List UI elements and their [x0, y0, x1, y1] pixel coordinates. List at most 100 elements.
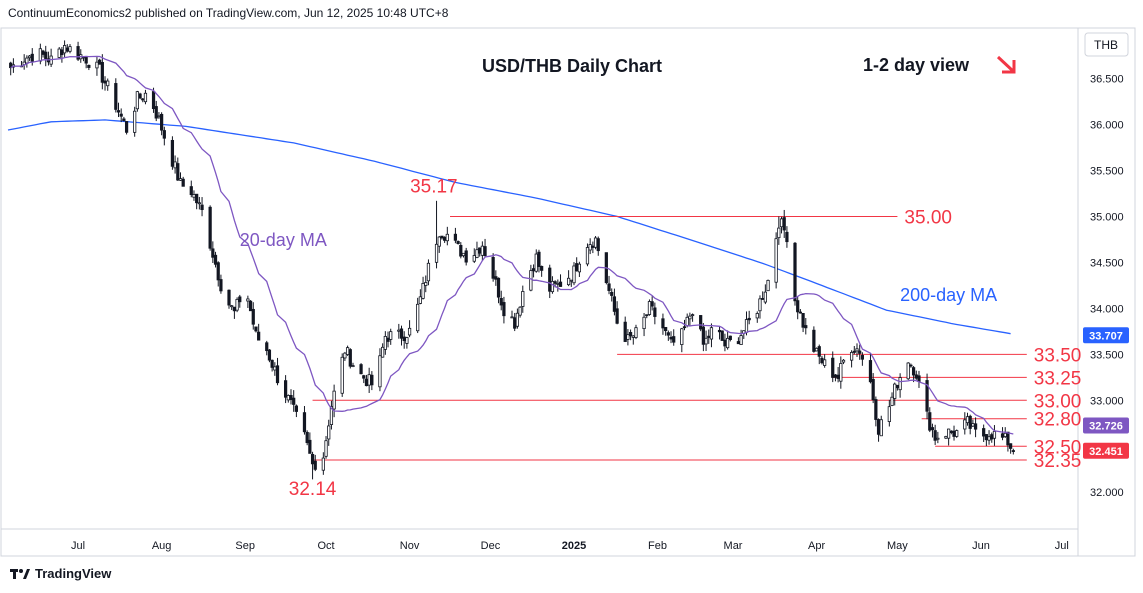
candle-body — [106, 80, 110, 87]
candle-body — [494, 276, 498, 280]
price-tag-bg-2 — [1083, 442, 1129, 459]
candle-body — [499, 298, 503, 306]
candle-body — [650, 301, 654, 307]
candle-body — [176, 163, 180, 181]
candle-body — [87, 64, 91, 68]
candle-body — [839, 363, 843, 382]
candle-body — [963, 419, 967, 430]
candle — [893, 382, 897, 406]
candle-body — [445, 233, 449, 242]
candle — [30, 48, 34, 66]
candle — [987, 430, 991, 445]
candle-body — [591, 245, 595, 248]
y-tick-label: 35.000 — [1090, 211, 1124, 223]
candle — [513, 312, 517, 332]
candle-body — [890, 396, 894, 406]
candle — [860, 352, 864, 366]
candle-body — [405, 337, 409, 344]
candle — [531, 264, 536, 278]
candle — [1011, 448, 1015, 455]
candle-body — [666, 332, 670, 336]
candle — [181, 176, 185, 187]
candle-body — [550, 280, 555, 293]
candle-body — [755, 313, 759, 319]
candle-body — [664, 326, 668, 332]
candle — [402, 331, 406, 349]
candle-body — [181, 178, 185, 187]
candle — [378, 348, 382, 392]
candle-body — [138, 93, 142, 99]
candle-body — [124, 121, 129, 133]
candle-body — [626, 334, 630, 340]
candle-body — [596, 238, 600, 252]
level-label-1: 33.50 — [1034, 345, 1082, 366]
candle-body — [364, 378, 369, 387]
candle-body — [879, 419, 883, 437]
candle — [739, 329, 743, 345]
candle — [135, 90, 139, 112]
candle — [424, 275, 428, 293]
labels-layer: 35.17 32.14 20-day MA 200-day MA — [240, 177, 997, 500]
candle — [871, 373, 875, 404]
candle — [707, 329, 711, 344]
candle-body — [351, 365, 355, 367]
candle-body — [984, 434, 988, 441]
candle-body — [973, 423, 978, 430]
candle-body — [585, 247, 590, 265]
candle-body — [292, 397, 296, 405]
candle — [558, 274, 563, 287]
candle-body — [820, 357, 824, 364]
x-tick-label: Jun — [972, 540, 990, 552]
candle — [933, 424, 937, 445]
candle-body — [211, 248, 215, 258]
candle-body — [858, 350, 862, 354]
annotation-1: 32.14 — [289, 479, 337, 500]
candle — [49, 48, 53, 68]
candle — [494, 270, 498, 286]
candle — [133, 106, 137, 137]
candle — [437, 235, 441, 253]
candle-body — [235, 298, 239, 311]
candle — [588, 238, 592, 255]
candle-body — [647, 301, 652, 315]
candle-body — [704, 337, 708, 345]
candle-body — [424, 282, 428, 286]
candle-body — [407, 327, 412, 336]
candle — [645, 314, 649, 319]
footer-brand[interactable]: TradingView — [10, 566, 111, 581]
candle-body — [631, 335, 635, 338]
candle-body — [141, 98, 145, 101]
candle — [275, 357, 280, 386]
candle — [370, 371, 374, 391]
candle-body — [103, 80, 107, 84]
x-tick-label: Jul — [71, 540, 85, 552]
candle-body — [1006, 431, 1010, 446]
candle-body — [1000, 433, 1005, 438]
candles-layer — [9, 40, 1015, 480]
candle — [947, 428, 951, 446]
candle-body — [593, 237, 598, 248]
currency-badge[interactable] — [1084, 32, 1129, 57]
candle-body — [992, 431, 997, 439]
candle — [273, 362, 277, 376]
candle-body — [814, 347, 819, 352]
candle — [418, 289, 422, 305]
candle — [367, 367, 371, 393]
candle-body — [529, 270, 533, 291]
candle — [965, 412, 970, 426]
candle-body — [502, 302, 506, 317]
candle — [823, 354, 827, 368]
candle-body — [645, 314, 649, 317]
candle — [248, 300, 253, 312]
candle — [219, 274, 223, 294]
candle — [1009, 443, 1013, 454]
candle — [292, 390, 296, 412]
candle — [548, 264, 552, 299]
view-label: 1-2 day view — [863, 55, 970, 75]
candle-body — [135, 91, 139, 110]
ma200-layer — [7, 119, 1011, 335]
candle — [22, 54, 26, 70]
candle-body — [84, 56, 88, 64]
candle-body — [930, 427, 935, 431]
candle — [267, 349, 272, 363]
